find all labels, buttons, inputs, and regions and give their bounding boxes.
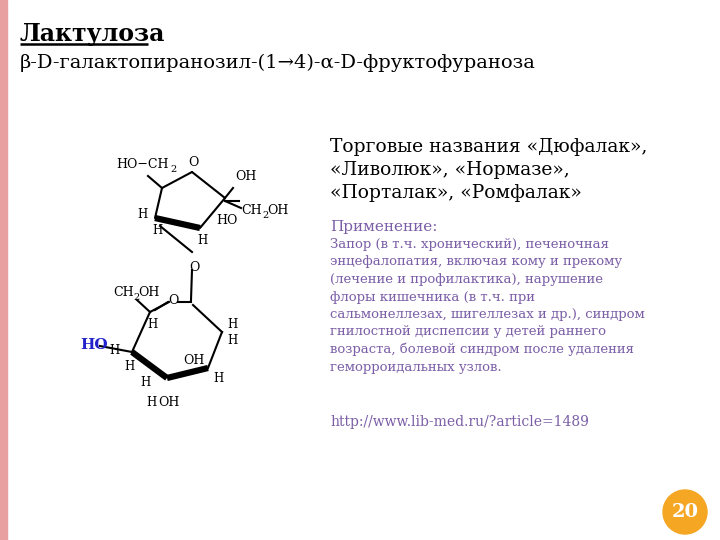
Text: H: H <box>227 318 237 330</box>
Text: «Ливолюк», «Нормазе»,: «Ливолюк», «Нормазе», <box>330 161 570 179</box>
Text: OH: OH <box>158 396 180 409</box>
Text: Запор (в т.ч. хронический), печеночная: Запор (в т.ч. хронический), печеночная <box>330 238 609 251</box>
Text: H: H <box>109 343 119 356</box>
Text: β-D-галактопиранозил-(1→4)-α-D-фруктофураноза: β-D-галактопиранозил-(1→4)-α-D-фруктофур… <box>20 54 536 72</box>
Text: 2: 2 <box>170 165 176 174</box>
Text: Лактулоза: Лактулоза <box>20 22 166 46</box>
Text: 20: 20 <box>672 503 698 521</box>
Text: O: O <box>188 156 198 169</box>
Text: H: H <box>137 208 147 221</box>
Text: CH: CH <box>241 204 261 217</box>
Text: http://www.lib-med.ru/?article=1489: http://www.lib-med.ru/?article=1489 <box>330 415 589 429</box>
Text: энцефалопатия, включая кому и прекому: энцефалопатия, включая кому и прекому <box>330 255 622 268</box>
Text: HO: HO <box>80 338 107 352</box>
Text: Торговые названия «Дюфалак»,: Торговые названия «Дюфалак», <box>330 138 647 156</box>
Text: CH: CH <box>113 286 134 299</box>
Text: O: O <box>168 294 178 307</box>
Text: OH: OH <box>235 170 256 183</box>
Text: H: H <box>197 234 207 247</box>
Circle shape <box>663 490 707 534</box>
Text: HO−CH: HO−CH <box>116 158 168 171</box>
Text: OH: OH <box>138 286 159 299</box>
Text: возраста, болевой синдром после удаления: возраста, болевой синдром после удаления <box>330 343 634 356</box>
Text: 2: 2 <box>133 293 139 301</box>
Text: H: H <box>147 396 157 409</box>
Text: флоры кишечника (в т.ч. при: флоры кишечника (в т.ч. при <box>330 291 535 303</box>
Text: гнилостной диспепсии у детей раннего: гнилостной диспепсии у детей раннего <box>330 326 606 339</box>
Text: H: H <box>213 372 223 384</box>
Text: 2: 2 <box>262 211 269 219</box>
Text: Применение:: Применение: <box>330 220 438 234</box>
Text: сальмонеллезах, шигеллезах и др.), синдром: сальмонеллезах, шигеллезах и др.), синдр… <box>330 308 644 321</box>
Text: (лечение и профилактика), нарушение: (лечение и профилактика), нарушение <box>330 273 603 286</box>
Text: OH: OH <box>184 354 204 367</box>
Text: H: H <box>124 360 134 373</box>
Text: H: H <box>227 334 237 347</box>
Text: H: H <box>147 318 157 330</box>
Text: OH: OH <box>267 204 289 217</box>
Text: O: O <box>189 261 199 274</box>
Text: HO: HO <box>216 213 238 226</box>
Text: «Порталак», «Ромфалак»: «Порталак», «Ромфалак» <box>330 184 582 202</box>
Text: геморроидальных узлов.: геморроидальных узлов. <box>330 361 502 374</box>
Text: H: H <box>152 224 162 237</box>
Bar <box>0 0 7 540</box>
Text: H: H <box>140 376 150 389</box>
